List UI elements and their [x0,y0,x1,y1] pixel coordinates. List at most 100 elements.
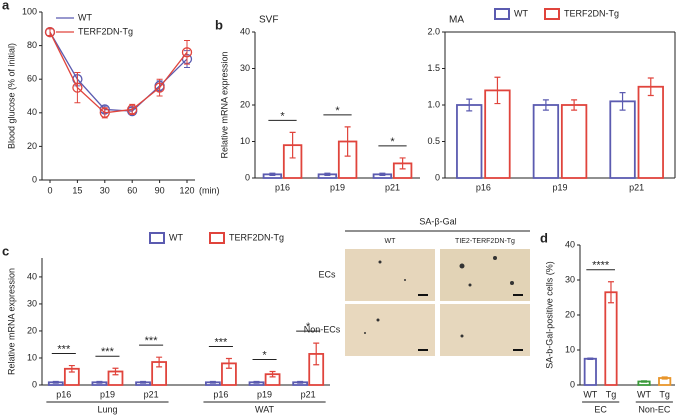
y-tick-label: 0 [435,172,440,182]
line [49,31,188,114]
y-tick-label: 40 [27,107,37,117]
x-tick-label: p19 [100,389,115,399]
y-tick-label: 0.5 [427,136,440,146]
error-bar [466,98,473,112]
image [440,304,530,356]
legend-swatch [494,8,510,20]
image [345,249,435,301]
y-tick-label: 1.5 [427,63,440,73]
x-axis-label: (min) [199,185,220,195]
y-tick-label: 10 [240,136,250,146]
bar [604,291,618,386]
x-tick-label: WT [583,389,597,399]
y-tick-label: 60 [27,74,37,84]
marker [44,27,56,38]
panel-label: c [2,243,9,258]
error-bar [112,367,119,376]
y-tick-label: 0 [32,379,37,389]
error-bar [661,376,668,380]
error-bar [607,281,614,304]
error-bar [313,342,320,366]
y-axis-label: Relative mRNA expression [219,51,229,158]
error-bar [269,370,276,378]
y-tick-label: 10 [27,352,37,362]
x-tick-label: p21 [301,389,316,399]
error-bar [587,357,594,361]
legend-label: TERF2DN-Tg [564,8,619,18]
x-tick-label: p19 [552,182,567,192]
group-label: Non-EC [638,404,671,414]
y-tick-label: 20 [240,99,250,109]
y-tick-label: 40 [27,271,37,281]
error-bar [494,76,501,105]
error-bar [68,364,75,373]
x-tick-label: Tg [606,389,617,399]
legend-label: WT [169,232,183,242]
legend-swatch [149,232,165,244]
error-bar [344,126,351,157]
x-tick-label: 120 [179,185,194,195]
bar [532,104,560,179]
y-axis-label: SA-b-Gal-positive cells (%) [544,261,554,369]
error-bar [74,71,81,104]
marker [72,82,83,93]
legend-swatch [544,8,560,20]
row-label: Non-ECs [304,324,341,334]
group-label: WAT [255,404,274,414]
error-bar [399,157,406,170]
x-tick-label: Tg [659,389,670,399]
bar [609,100,636,179]
marker [154,82,165,93]
y-tick-label: 0 [32,174,37,184]
significance-label: *** [214,336,228,348]
error-bar [542,99,549,111]
y-tick-label: 30 [240,63,250,73]
error-bar [571,99,578,111]
significance-label: * [262,349,267,361]
error-bar [96,380,103,384]
error-bar [253,380,260,384]
group-label: Lung [97,404,117,414]
column-label: TIE2-TERF2DN-Tg [455,238,515,245]
significance-label: *** [57,343,71,355]
error-bar [619,91,626,111]
error-bar [297,380,304,384]
x-tick-label: p19 [257,389,272,399]
error-bar [156,78,163,97]
legend-label: WT [78,12,92,22]
group-label: EC [594,404,607,414]
x-tick-label: p16 [56,389,71,399]
y-tick-label: 30 [27,298,37,308]
y-tick-label: 1.0 [427,99,440,109]
significance-label: * [306,321,311,333]
marker [99,107,110,118]
panel-label: a [2,0,10,12]
y-tick-label: 0 [570,379,575,389]
row-label: ECs [318,269,336,279]
x-tick-label: 90 [155,185,165,195]
significance-label: *** [101,346,115,358]
x-tick-label: p21 [144,389,159,399]
x-tick-label: p19 [330,182,345,192]
error-bar [269,172,276,177]
x-tick-label: 60 [127,185,137,195]
micrograph-panel: SA-β-Gal WT TIE2-TERF2DN-Tg ECs Non-ECs [304,216,530,356]
y-axis-label: Relative mRNA expression [6,268,16,375]
x-tick-label: p16 [213,389,228,399]
error-bar [289,131,296,159]
error-bar [52,380,59,384]
chart-title: MA [449,15,464,26]
error-bar [156,356,163,368]
x-tick-label: p16 [476,182,491,192]
image [440,249,530,301]
legend-label: TERF2DN-Tg [229,232,284,242]
bar [637,85,664,179]
error-bar [641,380,648,383]
significance-label: * [335,105,340,117]
legend-swatch [209,232,225,244]
significance-label: * [280,110,285,122]
specks [364,256,514,338]
significance-label: *** [145,335,159,347]
bar [456,104,483,179]
